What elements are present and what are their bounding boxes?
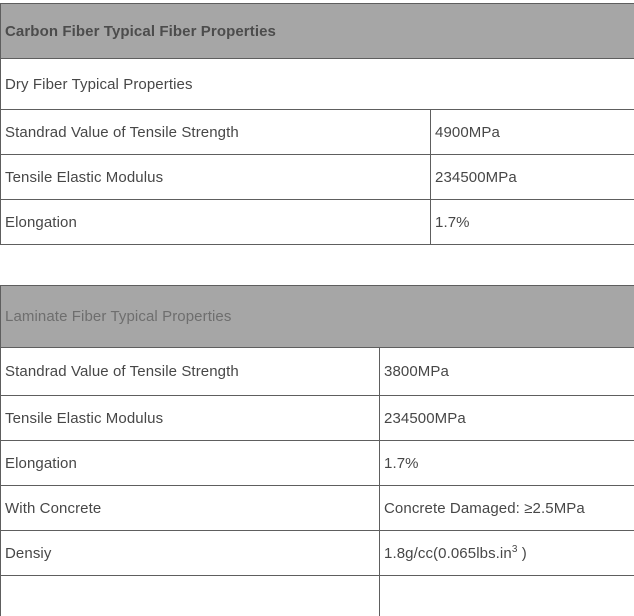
property-label-cell: Tensile Elastic Modulus [1, 155, 431, 200]
property-label-cell: Standrad Value of Tensile Strength [1, 110, 431, 155]
table-row-partial [1, 576, 634, 616]
property-value-cell: 4900MPa [431, 110, 634, 155]
property-value-cell: 1.8g/cc(0.065lbs.in3 ) [380, 531, 634, 576]
property-value-cell: 1.7% [431, 200, 634, 245]
property-value-cell [380, 576, 634, 616]
property-value-cell: 1.7% [380, 441, 634, 486]
property-value-cell: 234500MPa [431, 155, 634, 200]
section-title-row: Dry Fiber Typical Properties [1, 59, 634, 110]
dry-fiber-properties-table: Carbon Fiber Typical Fiber Properties Dr… [0, 3, 634, 245]
table-header-row: Carbon Fiber Typical Fiber Properties [1, 4, 634, 59]
density-value-prefix: 1.8g/cc(0.065lbs.in [384, 545, 512, 562]
property-label-cell: Elongation [1, 200, 431, 245]
property-label-cell: Standrad Value of Tensile Strength [1, 348, 380, 396]
table1-section-title: Dry Fiber Typical Properties [1, 59, 634, 110]
table-row: Tensile Elastic Modulus 234500MPa [1, 155, 634, 200]
property-label-cell: Elongation [1, 441, 380, 486]
laminate-fiber-properties-table: Laminate Fiber Typical Properties Standr… [0, 285, 634, 616]
table2-title: Laminate Fiber Typical Properties [1, 286, 634, 348]
table-row: Standrad Value of Tensile Strength 4900M… [1, 110, 634, 155]
table-row: Standrad Value of Tensile Strength 3800M… [1, 348, 634, 396]
property-label-cell: With Concrete [1, 486, 380, 531]
table-row: Elongation 1.7% [1, 200, 634, 245]
table-header-row: Laminate Fiber Typical Properties [1, 286, 634, 348]
property-label-cell: Tensile Elastic Modulus [1, 396, 380, 441]
table-row: Tensile Elastic Modulus 234500MPa [1, 396, 634, 441]
page: Carbon Fiber Typical Fiber Properties Dr… [0, 3, 634, 586]
property-label-cell [1, 576, 380, 616]
table1-title: Carbon Fiber Typical Fiber Properties [1, 4, 634, 59]
density-value-suffix: ) [517, 545, 526, 562]
property-value-cell: 3800MPa [380, 348, 634, 396]
table-row: Elongation 1.7% [1, 441, 634, 486]
table-row: Densiy 1.8g/cc(0.065lbs.in3 ) [1, 531, 634, 576]
property-value-cell: Concrete Damaged: ≥2.5MPa [380, 486, 634, 531]
property-label-cell: Densiy [1, 531, 380, 576]
property-value-cell: 234500MPa [380, 396, 634, 441]
table-row: With Concrete Concrete Damaged: ≥2.5MPa [1, 486, 634, 531]
